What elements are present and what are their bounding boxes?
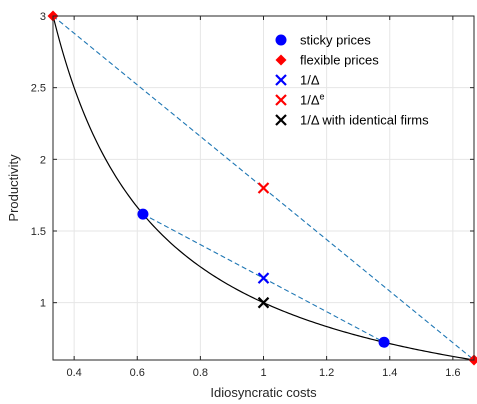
y-axis-label: Productivity: [6, 154, 21, 222]
x-tick-label: 1.6: [445, 367, 460, 379]
x-stroke: [257, 296, 270, 309]
y-tick-label: 1: [40, 298, 46, 310]
x-stroke: [275, 94, 287, 106]
y-tick-label: 3: [40, 11, 46, 23]
legend-label: 1/Δe: [300, 92, 325, 108]
x-stroke: [257, 182, 270, 194]
x-tick-label: 1.2: [319, 367, 334, 379]
x-tick-label: 1.4: [382, 367, 397, 379]
x-axis-label: Idiosyncratic costs: [210, 385, 317, 400]
legend-marker-circle: [275, 34, 287, 46]
legend-marker-x: [275, 94, 287, 106]
legend-label: 1/Δ with identical firms: [300, 113, 429, 128]
legend-marker-diamond: [275, 54, 287, 66]
legend: sticky prices flexible prices 1/Δ 1/Δe 1/Δ w…: [275, 33, 429, 128]
x-tick-label: 1: [260, 367, 266, 379]
legend-label: 1/Δ: [300, 73, 320, 88]
x-tick-label: 0.4: [66, 367, 81, 379]
y-tick-label: 1.5: [31, 226, 46, 238]
axis-ticks: 0.4 0.6 0.8 1 1.2 1.4 1.6 1 1.5 2 2.5 3: [31, 11, 474, 379]
legend-marker-x: [275, 114, 287, 126]
legend-label: flexible prices: [300, 53, 379, 68]
y-tick-label: 2.5: [31, 83, 46, 95]
data-point-x: [257, 182, 270, 194]
legend-label: sticky prices: [300, 33, 371, 48]
x-stroke: [275, 114, 287, 126]
x-tick-label: 0.8: [193, 367, 208, 379]
data-point-x: [257, 272, 270, 284]
data-point-x: [257, 296, 270, 309]
dashed-chord: [52, 15, 475, 361]
x-stroke: [275, 74, 287, 86]
x-stroke: [257, 272, 270, 284]
legend-label-superscript: e: [320, 92, 325, 102]
x-tick-label: 0.6: [130, 367, 145, 379]
legend-marker-x: [275, 74, 287, 86]
data-point-circle: [378, 336, 390, 348]
y-tick-label: 2: [40, 154, 46, 166]
data-point-circle: [137, 208, 149, 220]
